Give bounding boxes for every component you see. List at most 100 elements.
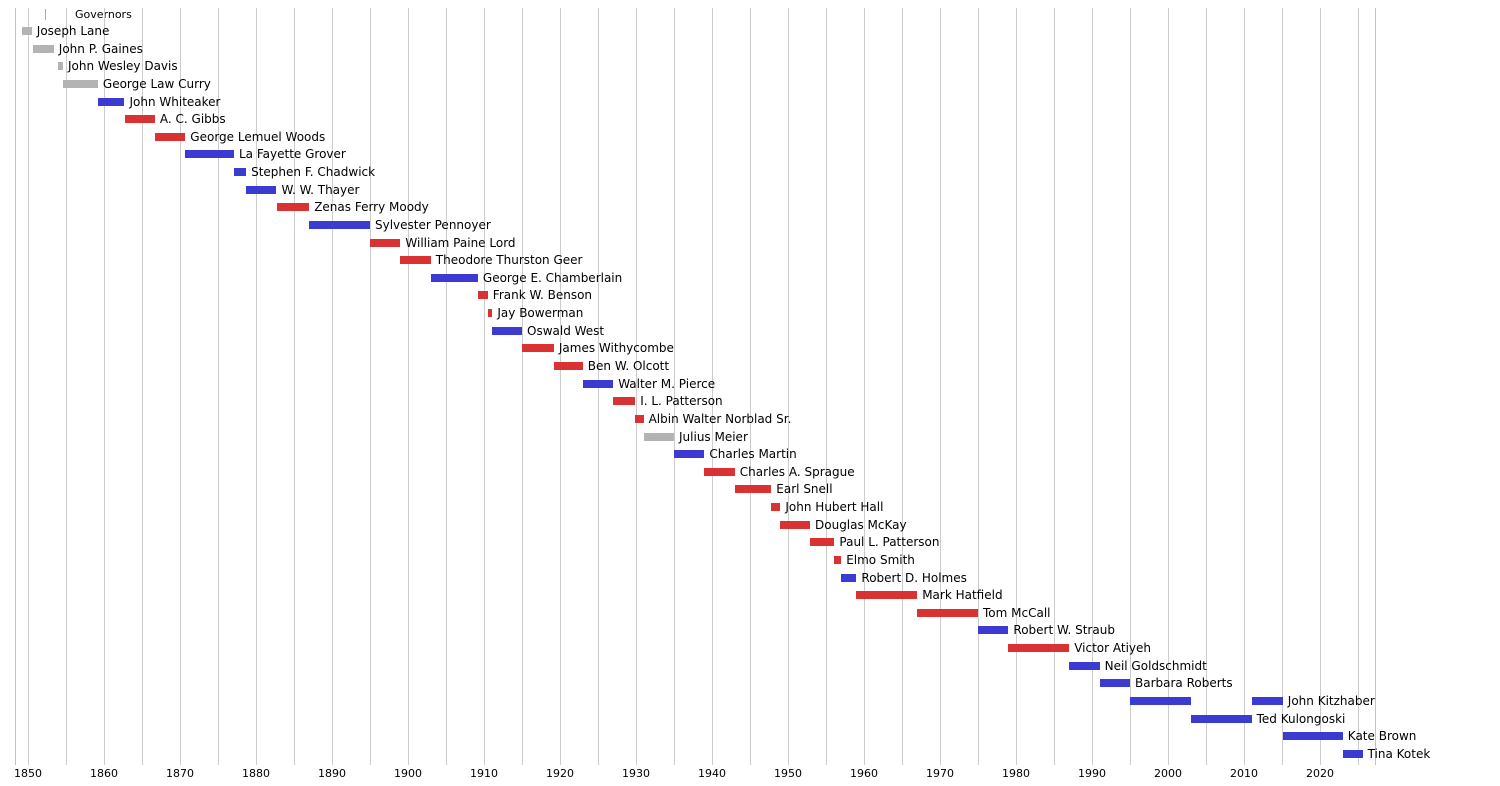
axis-tick-label: 1960 bbox=[850, 767, 878, 780]
governor-name-label: Charles A. Sprague bbox=[739, 464, 855, 479]
governor-name-label: John Wesley Davis bbox=[68, 59, 178, 74]
governor-name-label: Ben W. Olcott bbox=[587, 359, 670, 373]
term-bar bbox=[734, 485, 772, 494]
governor-name-label: Albin Walter Norblad Sr. bbox=[648, 411, 792, 426]
gridline bbox=[522, 8, 523, 765]
term-bar bbox=[97, 97, 125, 106]
gridline bbox=[1054, 8, 1055, 765]
term-bar bbox=[477, 291, 488, 300]
gridline bbox=[218, 8, 219, 765]
term-bar bbox=[674, 450, 705, 459]
gridline bbox=[712, 8, 713, 765]
axis-tick-label: 2010 bbox=[1230, 767, 1258, 780]
axis-tick-label: 1950 bbox=[774, 767, 802, 780]
term-bar bbox=[771, 503, 781, 511]
axis-tick-label: 1970 bbox=[926, 767, 954, 780]
axis-tick-label: 1870 bbox=[166, 767, 194, 780]
axis-tick-label: 1910 bbox=[470, 767, 498, 780]
term-bar bbox=[1282, 732, 1343, 741]
gridline bbox=[636, 8, 637, 765]
governor-name-label: Douglas McKay bbox=[815, 517, 907, 532]
term-bar bbox=[643, 432, 674, 441]
governor-name-label: George Lemuel Woods bbox=[190, 129, 326, 144]
axis-tick-label: 1990 bbox=[1078, 767, 1106, 780]
gridline bbox=[408, 8, 409, 765]
governor-name-label: Oswald West bbox=[527, 323, 605, 338]
term-bar bbox=[856, 591, 918, 600]
term-bar bbox=[246, 185, 277, 194]
governor-name-label: Victor Atiyeh bbox=[1074, 641, 1151, 655]
governor-name-label: Ted Kulongoski bbox=[1256, 711, 1346, 726]
governor-name-label: John Whiteaker bbox=[129, 94, 221, 109]
gridline bbox=[256, 8, 257, 765]
governor-name-label: Sylvester Pennoyer bbox=[375, 217, 491, 232]
term-bar bbox=[810, 538, 835, 547]
term-bar bbox=[635, 414, 644, 423]
governor-name-label: La Fayette Grover bbox=[239, 147, 346, 162]
axis-tick-label: 1900 bbox=[394, 767, 422, 780]
governor-name-label: Robert W. Straub bbox=[1013, 623, 1115, 638]
term-bar bbox=[1130, 696, 1191, 705]
chart-title: Governors bbox=[75, 8, 132, 21]
term-bar bbox=[154, 132, 186, 141]
gridline bbox=[902, 8, 903, 765]
gridline bbox=[180, 8, 181, 765]
term-bar bbox=[834, 555, 842, 564]
governor-name-label: Tina Kotek bbox=[1367, 746, 1431, 761]
governor-name-label: John P. Gaines bbox=[58, 41, 143, 56]
gridline bbox=[1092, 8, 1093, 765]
governor-name-label: Tom McCall bbox=[983, 605, 1051, 620]
gridline bbox=[674, 8, 675, 765]
axis-tick-label: 1890 bbox=[318, 767, 346, 780]
governor-name-label: A. C. Gibbs bbox=[159, 112, 226, 127]
governor-name-label: Robert D. Holmes bbox=[861, 570, 967, 585]
gridline bbox=[1168, 8, 1169, 765]
governor-name-label: John Hubert Hall bbox=[785, 500, 884, 514]
term-bar bbox=[1069, 661, 1100, 670]
governor-name-label: Zenas Ferry Moody bbox=[314, 200, 429, 215]
gridline bbox=[826, 8, 827, 765]
gridline bbox=[864, 8, 865, 765]
axis-tick-label: 1850 bbox=[14, 767, 42, 780]
term-bar bbox=[841, 573, 857, 582]
axis-tick-label: 2000 bbox=[1154, 767, 1182, 780]
governor-name-label: Earl Snell bbox=[776, 482, 833, 497]
term-bar bbox=[185, 150, 234, 159]
chart-border-line bbox=[1374, 8, 1376, 765]
gridline bbox=[104, 8, 105, 765]
governor-name-label: James Withycombe bbox=[558, 341, 674, 356]
term-bar bbox=[234, 168, 247, 176]
governor-name-label: John Kitzhaber bbox=[1287, 693, 1375, 708]
governor-name-label: George Law Curry bbox=[102, 76, 211, 91]
axis-tick-label: 1930 bbox=[622, 767, 650, 780]
gridline bbox=[294, 8, 295, 765]
governor-name-label: I. L. Patterson bbox=[640, 394, 723, 409]
governor-name-label: Jay Bowerman bbox=[497, 306, 584, 321]
term-bar bbox=[522, 344, 554, 353]
term-bar bbox=[63, 79, 98, 88]
term-bar bbox=[582, 379, 614, 388]
term-bar bbox=[487, 309, 493, 318]
gridline bbox=[1016, 8, 1017, 765]
governor-name-label: Joseph Lane bbox=[36, 24, 110, 38]
chart-border-line bbox=[15, 8, 17, 765]
term-bar bbox=[1008, 644, 1070, 652]
axis-tick-label: 1860 bbox=[90, 767, 118, 780]
gridline bbox=[978, 8, 979, 765]
term-bar bbox=[780, 520, 810, 529]
axis-tick-label: 1940 bbox=[698, 767, 726, 780]
gridline bbox=[560, 8, 561, 765]
term-bar bbox=[124, 115, 155, 124]
governor-name-label: Elmo Smith bbox=[846, 552, 915, 567]
governor-name-label: William Paine Lord bbox=[405, 235, 516, 250]
term-bar bbox=[553, 362, 583, 370]
governor-name-label: Frank W. Benson bbox=[492, 288, 593, 303]
term-bar bbox=[1251, 696, 1283, 705]
term-bar bbox=[309, 220, 370, 229]
term-bar bbox=[613, 397, 636, 406]
gridline bbox=[1320, 8, 1321, 765]
axis-tick-label: 1980 bbox=[1002, 767, 1030, 780]
term-bar bbox=[21, 27, 32, 35]
gridline bbox=[332, 8, 333, 765]
